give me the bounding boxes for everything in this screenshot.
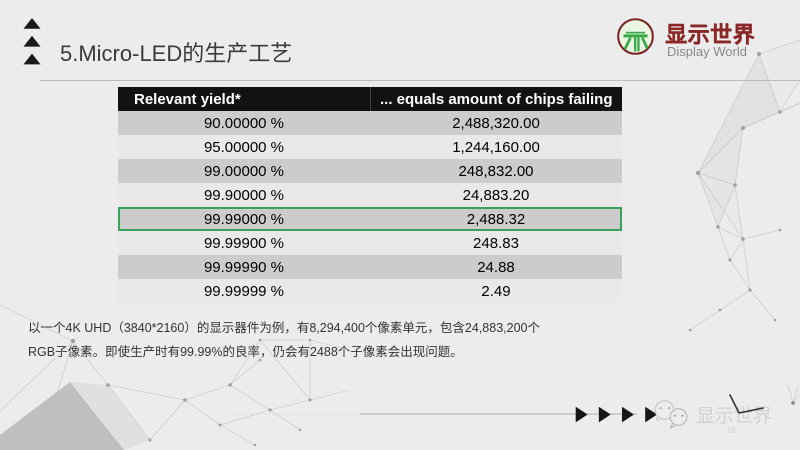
svg-text:18: 18 bbox=[727, 426, 736, 435]
